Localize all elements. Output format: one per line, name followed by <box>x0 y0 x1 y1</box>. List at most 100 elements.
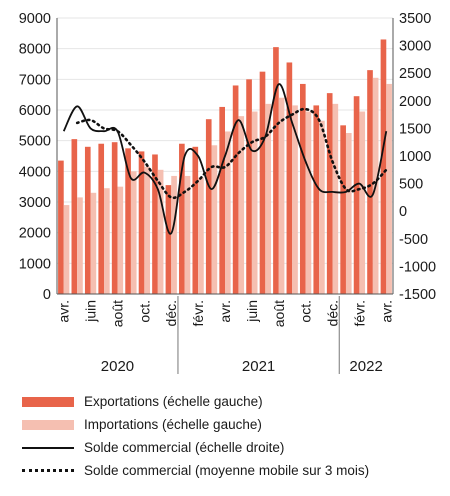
bar-imports <box>251 111 258 295</box>
legend-item-imports: Importations (échelle gauche) <box>22 413 442 436</box>
left-tick-label: 9000 <box>19 11 51 27</box>
bar-imports <box>386 83 392 294</box>
right-tick-label: 1000 <box>399 149 431 165</box>
bar-imports <box>238 116 245 294</box>
x-tick-label: avr. <box>378 300 394 323</box>
bar-imports <box>359 111 366 295</box>
legend-line-balance-avg <box>22 469 74 472</box>
bar-exports <box>367 70 373 294</box>
legend-swatch-imports <box>22 419 74 430</box>
bar-imports <box>319 120 325 294</box>
bar-exports <box>340 125 346 294</box>
x-tick-label: août <box>271 300 287 327</box>
bar-exports <box>165 185 172 294</box>
legend-line-balance <box>22 446 74 449</box>
left-tick-label: 8000 <box>19 42 51 58</box>
bar-exports <box>179 143 185 294</box>
x-tick-label: juin <box>244 300 260 323</box>
bar-imports <box>157 169 164 294</box>
bar-exports <box>205 119 212 294</box>
legend-item-balance: Solde commercial (échelle droite) <box>22 436 442 459</box>
bar-imports <box>305 111 312 295</box>
left-tick-label: 7000 <box>19 72 51 88</box>
left-tick-label: 4000 <box>19 164 51 180</box>
bar-exports <box>286 62 293 294</box>
bar-exports <box>98 143 105 294</box>
legend-label-balance-avg: Solde commercial (moyenne mobile sur 3 m… <box>84 463 370 478</box>
right-tick-label: 2500 <box>399 66 431 82</box>
x-tick-label: oct. <box>298 300 314 323</box>
x-tick-label: avr. <box>56 300 72 323</box>
right-tick-label: -500 <box>399 232 428 248</box>
bar-exports <box>313 105 320 295</box>
x-tick-label: déc. <box>163 300 179 326</box>
right-tick-label: -1000 <box>399 259 436 275</box>
axes <box>56 18 394 295</box>
line-balance <box>62 83 388 235</box>
bar-imports <box>292 105 298 295</box>
bar-imports <box>63 205 70 294</box>
right-axis-ticks: -1500 -1000 -500 0 500 1000 1500 2000 2500 3000 35… <box>399 11 436 303</box>
legend-swatch-exports <box>22 396 74 407</box>
right-tick-label: 3500 <box>399 11 431 27</box>
bar-imports <box>184 175 191 294</box>
x-tick-label: déc. <box>325 300 341 326</box>
bar-exports <box>326 93 333 294</box>
bar-exports <box>152 154 158 294</box>
right-tick-label: 2000 <box>399 94 431 110</box>
left-tick-label: 3000 <box>19 195 51 211</box>
year-labels: 2020 2021 2022 <box>101 296 383 375</box>
year-label: 2022 <box>349 358 382 375</box>
bar-exports <box>380 39 387 294</box>
bar-imports <box>171 175 177 294</box>
bar-imports <box>117 186 124 294</box>
left-tick-label: 6000 <box>19 103 51 119</box>
legend-label-balance: Solde commercial (échelle droite) <box>84 440 285 455</box>
bar-imports <box>198 177 204 294</box>
bar-exports <box>232 85 239 294</box>
x-tick-label: févr. <box>351 300 367 326</box>
bar-exports <box>58 160 64 294</box>
right-tick-label: 500 <box>399 177 423 193</box>
bar-imports <box>345 133 352 294</box>
bar-imports <box>77 197 83 294</box>
legend: Exportations (échelle gauche) Importatio… <box>22 390 442 482</box>
left-axis-ticks: 0 1000 2000 3000 4000 5000 6000 7000 8000 9000 <box>19 11 51 303</box>
right-tick-label: 0 <box>399 204 407 220</box>
left-tick-label: 5000 <box>19 134 51 150</box>
bars <box>58 39 392 295</box>
x-tick-label: août <box>110 300 126 327</box>
bar-exports <box>273 47 279 295</box>
bar-exports <box>259 71 266 295</box>
x-axis-ticks: avr. juin août oct. déc. févr. avr. juin août oct… <box>56 300 395 327</box>
left-tick-label: 1000 <box>19 256 51 272</box>
left-tick-label: 0 <box>43 287 51 303</box>
year-label: 2020 <box>101 358 134 375</box>
lines <box>62 83 388 235</box>
legend-item-exports: Exportations (échelle gauche) <box>22 390 442 413</box>
right-tick-label: -1500 <box>399 287 436 303</box>
bar-imports <box>90 192 97 294</box>
bar-imports <box>265 103 271 294</box>
bar-imports <box>332 103 339 294</box>
x-tick-label: juin <box>83 300 99 323</box>
bar-exports <box>299 83 306 294</box>
legend-item-balance-avg: Solde commercial (moyenne mobile sur 3 m… <box>22 459 442 482</box>
bar-exports <box>84 146 91 294</box>
x-tick-label: avr. <box>217 300 233 323</box>
bar-exports <box>111 142 118 294</box>
bar-imports <box>144 166 151 294</box>
legend-label-exports: Exportations (échelle gauche) <box>84 394 263 409</box>
bar-exports <box>138 151 145 294</box>
line-balance-moving-average <box>75 107 388 200</box>
bar-exports <box>71 139 78 294</box>
legend-label-imports: Importations (échelle gauche) <box>84 417 262 432</box>
bar-exports <box>353 96 360 294</box>
left-tick-label: 2000 <box>19 226 51 242</box>
bar-imports <box>104 188 110 294</box>
bar-imports <box>225 131 231 294</box>
right-tick-label: 1500 <box>399 121 431 137</box>
bar-exports <box>219 106 225 294</box>
bar-exports <box>246 79 252 294</box>
